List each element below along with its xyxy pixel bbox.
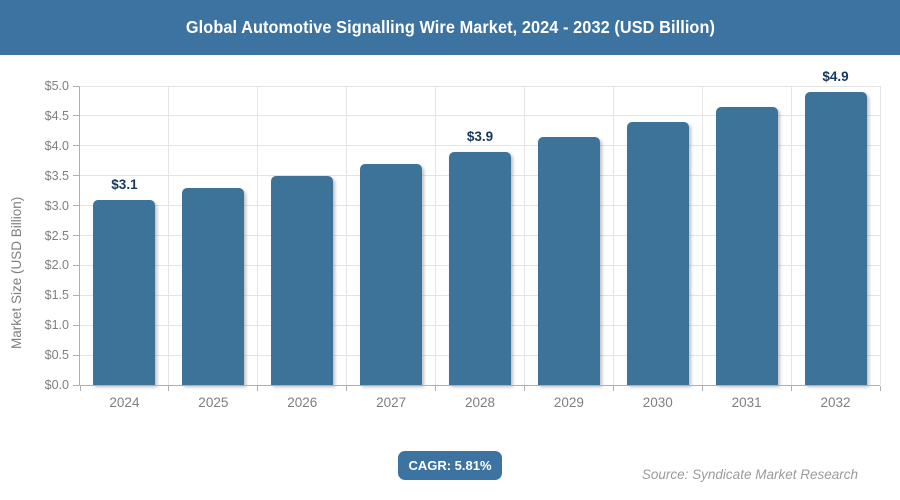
v-gridline	[523, 86, 525, 385]
y-axis-title: Market Size (USD Billion)	[9, 196, 24, 349]
cagr-badge: CAGR: 5.81%	[398, 451, 502, 480]
bar-2024	[93, 199, 156, 385]
bar-2028	[449, 151, 511, 385]
h-gridline	[80, 145, 880, 147]
y-tick-mark	[73, 115, 79, 117]
v-gridline	[346, 86, 348, 385]
y-tick-mark	[73, 145, 79, 147]
x-axis-line	[79, 385, 880, 386]
y-tick-mark	[73, 235, 79, 236]
x-tick-mark	[79, 386, 81, 391]
y-tick-mark	[73, 324, 79, 326]
y-tick-mark	[73, 175, 79, 177]
x-tick-label: 2024	[109, 395, 140, 410]
bar-value-label: $4.9	[822, 68, 849, 84]
y-tick-label: $1.5	[44, 288, 69, 303]
y-tick-mark	[73, 294, 79, 296]
plot-area: $0.0 $0.5 $1.0 $1.5 $2.0 $2.5 $3.0 $3.5 $4.0 $4.5…	[45, 69, 881, 410]
y-tick-mark	[73, 264, 79, 266]
y-tick-label: $2.0	[44, 258, 69, 273]
v-gridline	[612, 86, 614, 385]
x-tick-mark	[879, 386, 881, 391]
x-tick-mark	[435, 386, 437, 391]
x-tick-mark	[168, 386, 170, 391]
bar-2026	[271, 175, 334, 385]
y-tick-mark	[73, 85, 79, 87]
x-tick-label: 2029	[553, 395, 584, 410]
bar-2032	[804, 91, 867, 385]
x-tick-label: 2030	[642, 395, 673, 410]
v-gridline	[257, 86, 259, 385]
x-tick-label: 2028	[464, 395, 496, 410]
v-gridline	[790, 86, 792, 385]
y-tick-label: $0.5	[44, 348, 69, 363]
bar-2027	[360, 163, 423, 385]
x-tick-mark	[346, 386, 348, 391]
x-tick-mark	[701, 386, 703, 391]
y-tick-label: $4.0	[44, 138, 69, 153]
y-tick-mark	[73, 354, 79, 356]
bar-2025	[182, 187, 245, 385]
bar-2029	[537, 136, 600, 385]
y-tick-mark	[73, 205, 79, 207]
x-tick-mark	[612, 386, 614, 391]
y-axis-line	[79, 86, 80, 385]
y-tick-label: $0.0	[44, 378, 69, 392]
x-tick-label: 2025	[198, 395, 229, 410]
x-tick-label: 2027	[376, 395, 407, 410]
h-gridline	[80, 115, 880, 117]
y-tick-label: $1.0	[44, 318, 69, 333]
x-tick-label: 2026	[287, 395, 318, 410]
x-tick-mark	[257, 386, 259, 391]
x-tick-mark	[790, 386, 792, 391]
chart-title-bar: Global Automotive Signalling Wire Market…	[0, 0, 900, 55]
y-tick-label: $3.0	[44, 198, 69, 213]
y-tick-label: $2.5	[44, 228, 69, 243]
x-tick-label: 2031	[731, 395, 762, 410]
y-tick-mark	[73, 384, 79, 386]
y-tick-label: $5.0	[44, 79, 69, 93]
chart-title: Global Automotive Signalling Wire Market…	[185, 17, 715, 37]
bar-2030	[626, 121, 689, 385]
x-tick-mark	[523, 386, 525, 391]
x-tick-label: 2032	[820, 395, 851, 410]
v-gridline	[701, 86, 703, 385]
bar-value-label: $3.9	[466, 128, 494, 144]
v-gridline	[435, 86, 437, 385]
y-tick-label: $3.5	[44, 168, 69, 183]
bar-value-label: $3.1	[111, 176, 138, 192]
v-gridline	[879, 86, 881, 385]
y-tick-label: $4.5	[44, 108, 69, 123]
bar-2031	[715, 106, 778, 385]
source-text: Source: Syndicate Market Research	[641, 467, 858, 482]
v-gridline	[168, 86, 170, 385]
h-gridline	[80, 85, 880, 87]
